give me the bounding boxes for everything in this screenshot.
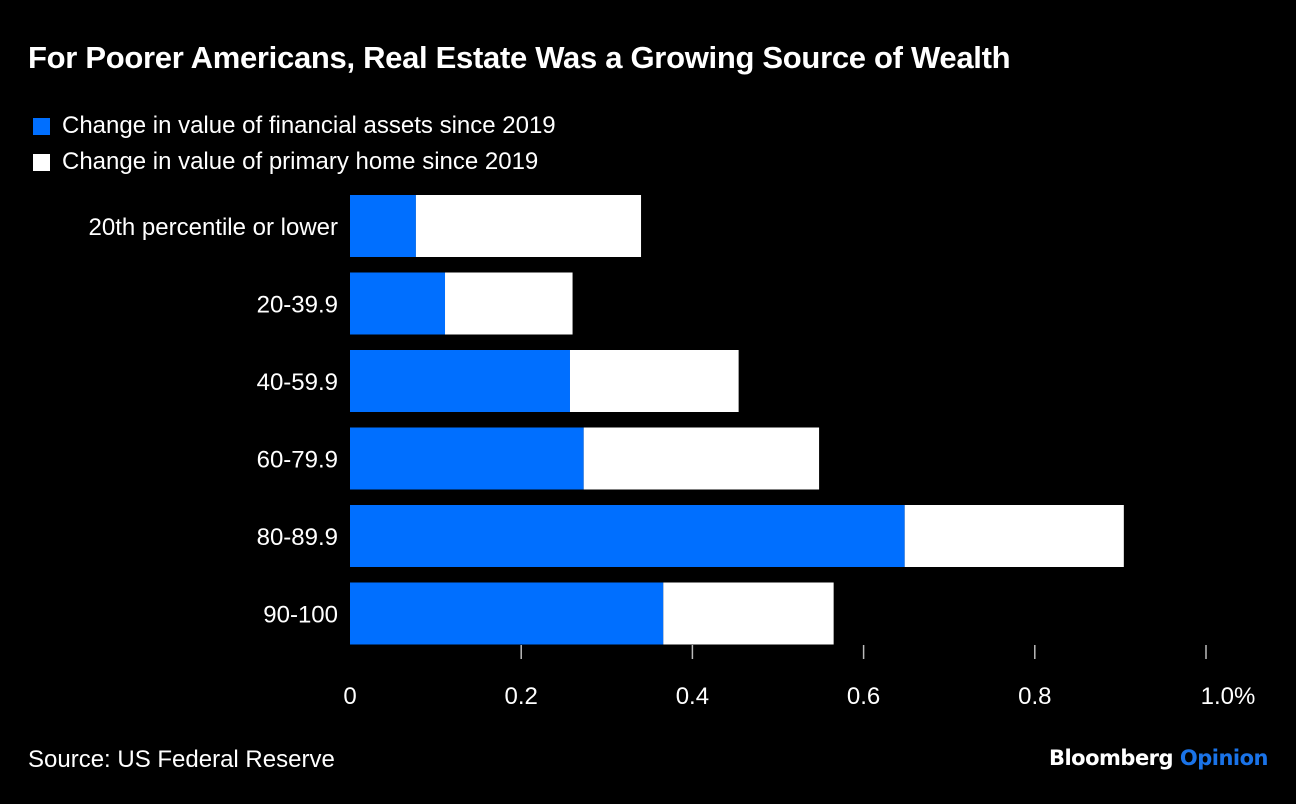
legend-label-primary-home: Change in value of primary home since 20… — [62, 148, 539, 175]
bar-financial-assets — [350, 427, 584, 490]
bar-financial-assets — [350, 505, 905, 567]
x-tick-label: 1.0% — [1201, 683, 1256, 710]
bar-financial-assets — [350, 582, 664, 645]
category-label: 40-59.9 — [257, 369, 338, 396]
bar-primary-home — [663, 582, 834, 645]
category-label: 20th percentile or lower — [89, 214, 338, 241]
bar-primary-home — [583, 427, 820, 490]
brand-secondary: Opinion — [1179, 746, 1269, 770]
legend-item-financial-assets: Change in value of financial assets sinc… — [33, 108, 556, 144]
bar-primary-home — [445, 272, 573, 335]
legend: Change in value of financial assets sinc… — [33, 108, 556, 180]
x-tick-label: 0 — [343, 683, 356, 710]
chart-title: For Poorer Americans, Real Estate Was a … — [28, 40, 1011, 75]
bar-financial-assets — [350, 350, 570, 412]
x-tick-label: 0.2 — [505, 683, 538, 710]
category-label: 80-89.9 — [257, 524, 338, 551]
category-label: 60-79.9 — [257, 447, 338, 474]
brand-primary: Bloomberg — [1048, 746, 1174, 770]
brand-logo: Bloomberg Opinion — [1048, 746, 1269, 770]
legend-label-financial-assets: Change in value of financial assets sinc… — [62, 112, 556, 139]
bar-primary-home — [904, 505, 1124, 567]
bar-financial-assets — [350, 195, 416, 257]
category-label: 20-39.9 — [257, 292, 338, 319]
legend-swatch-financial-assets — [33, 117, 50, 135]
bar-financial-assets — [350, 272, 446, 335]
legend-item-primary-home: Change in value of primary home since 20… — [33, 144, 556, 180]
bar-primary-home — [569, 350, 739, 412]
source-note: Source: US Federal Reserve — [28, 746, 335, 773]
x-tick-label: 0.4 — [676, 683, 709, 710]
category-label: 90-100 — [263, 602, 338, 629]
x-tick-label: 0.8 — [1018, 683, 1051, 710]
x-tick-label: 0.6 — [847, 683, 880, 710]
legend-swatch-primary-home — [33, 153, 50, 171]
bar-primary-home — [415, 195, 642, 257]
